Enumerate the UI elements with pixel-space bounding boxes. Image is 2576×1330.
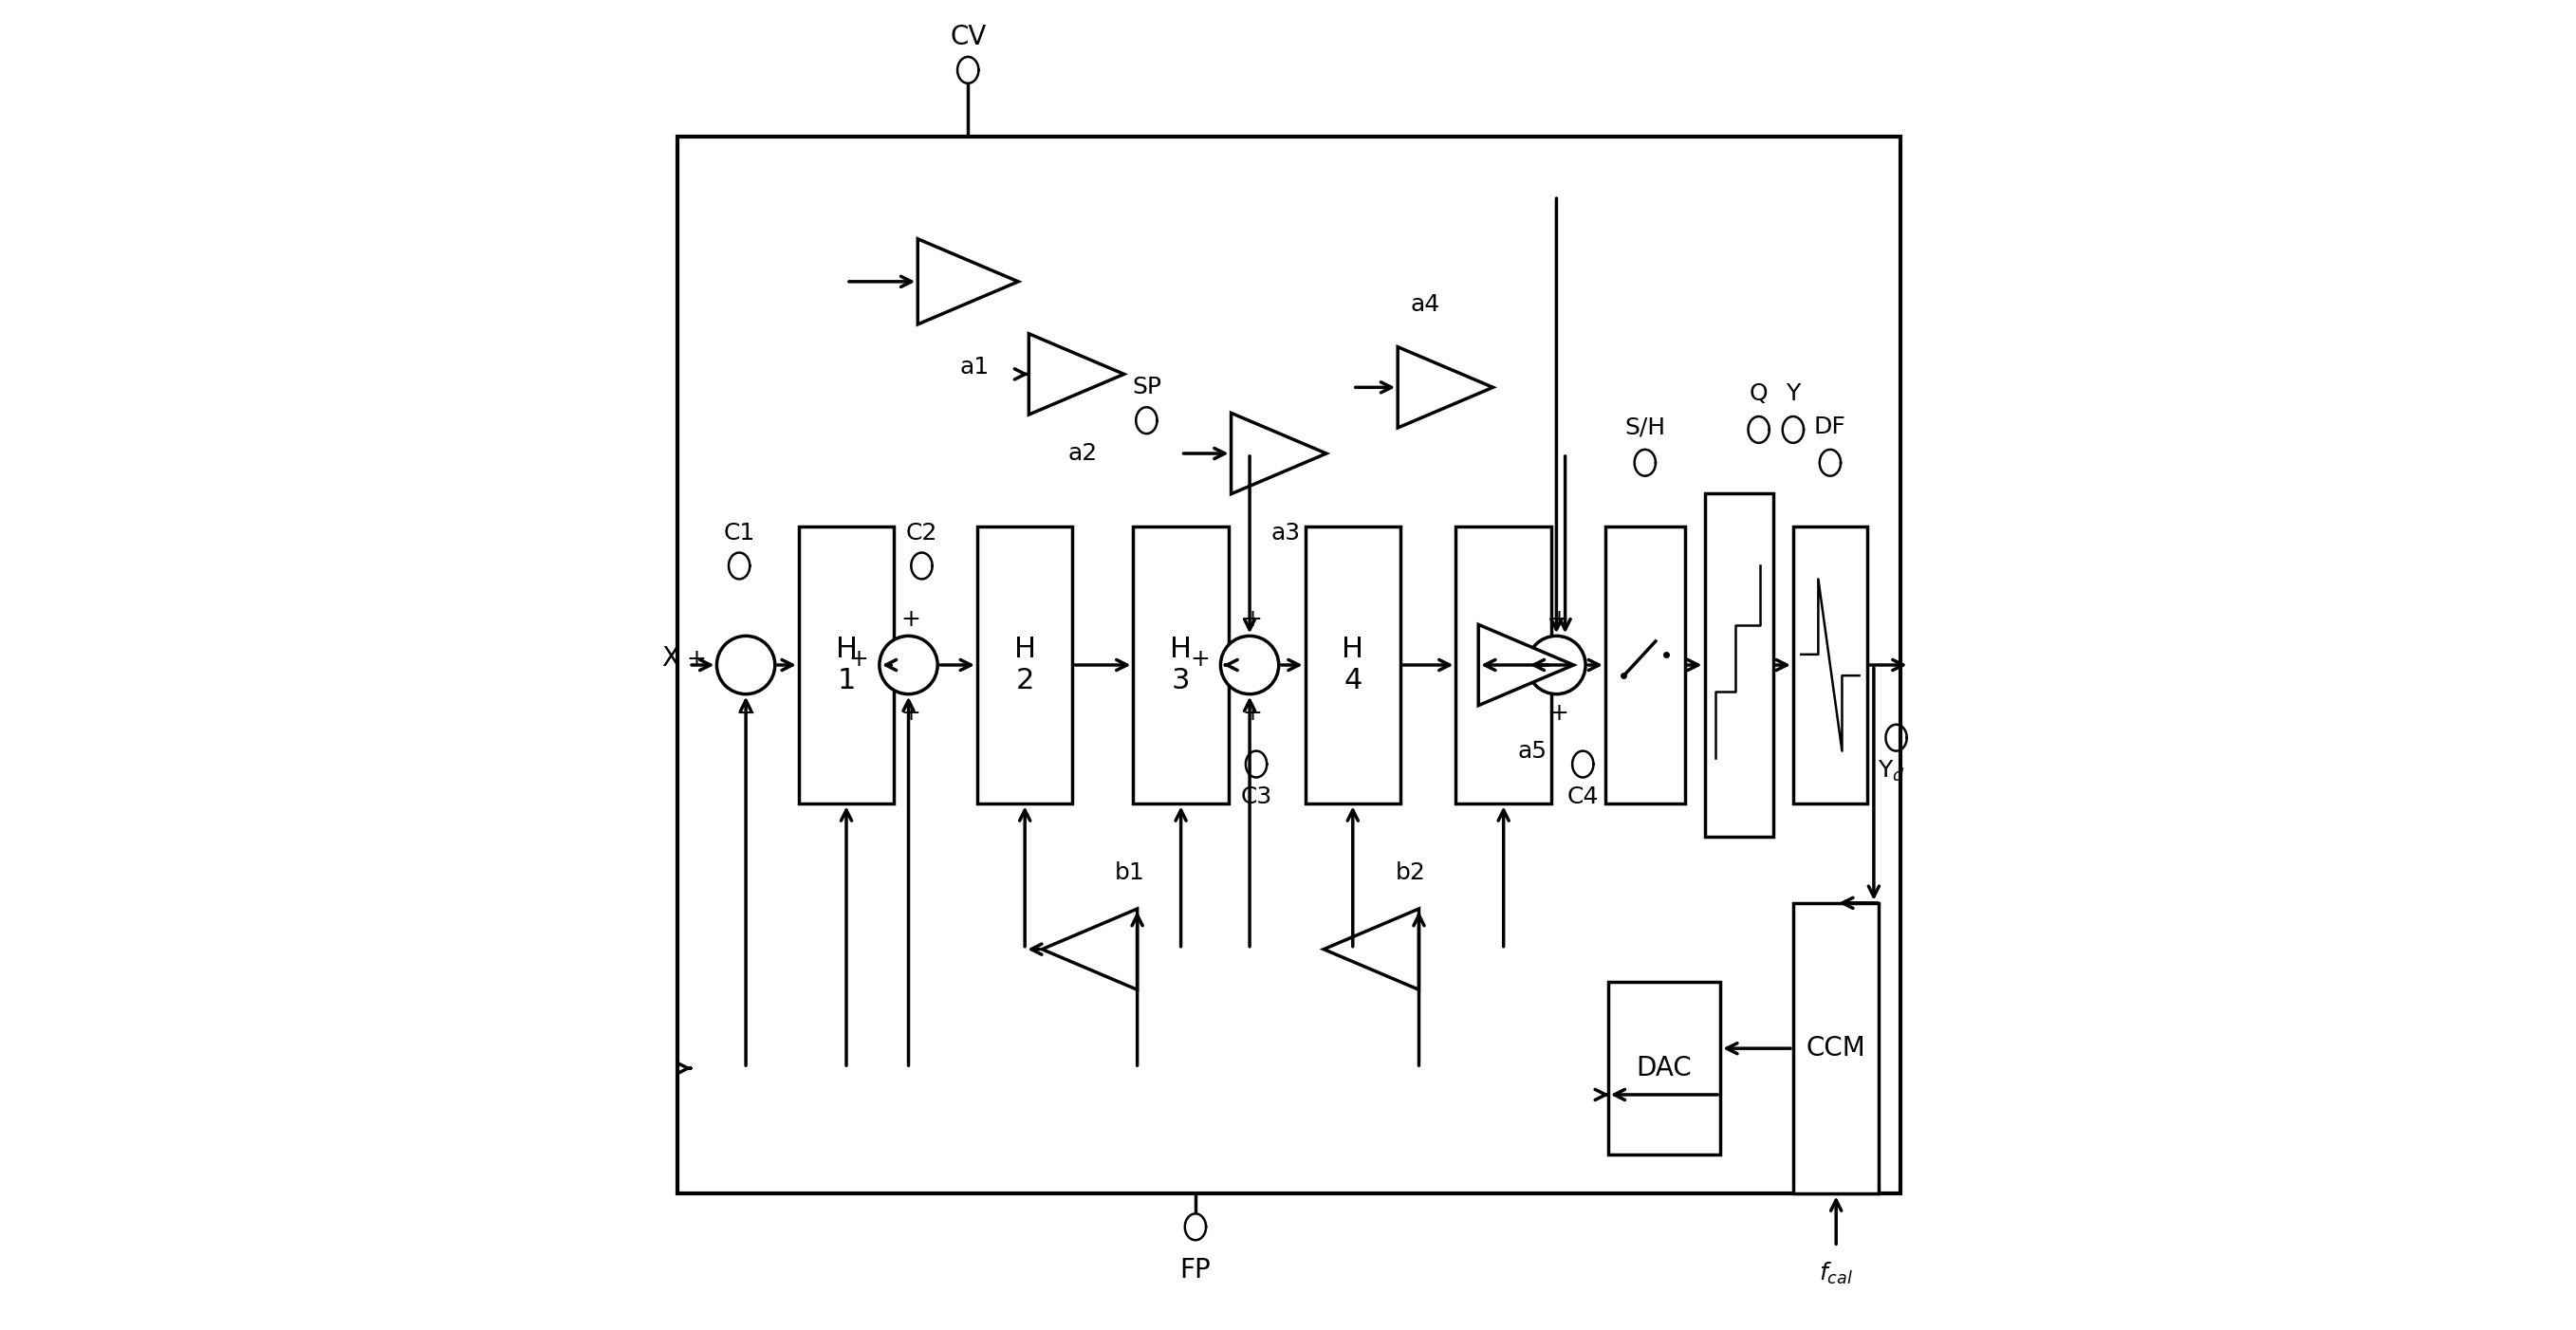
Text: +: + — [1548, 702, 1569, 725]
Text: C2: C2 — [907, 521, 938, 544]
Text: +: + — [1242, 608, 1262, 630]
Text: DAC: DAC — [1636, 1055, 1692, 1081]
Text: +: + — [902, 702, 922, 725]
Text: b2: b2 — [1396, 862, 1427, 884]
Circle shape — [878, 636, 938, 694]
Text: a3: a3 — [1270, 521, 1301, 544]
Text: a2: a2 — [1069, 442, 1097, 465]
Text: H
5: H 5 — [1492, 636, 1515, 694]
Text: Y: Y — [1785, 383, 1801, 406]
Bar — [1133, 527, 1229, 803]
Text: a5: a5 — [1517, 739, 1548, 762]
Bar — [976, 527, 1072, 803]
Polygon shape — [1043, 908, 1136, 990]
Text: −: − — [737, 702, 755, 725]
Text: FP: FP — [1180, 1257, 1211, 1283]
Polygon shape — [1479, 625, 1574, 705]
Polygon shape — [1324, 908, 1419, 990]
Bar — [677, 136, 1901, 1194]
Text: +: + — [1497, 648, 1517, 672]
Bar — [1793, 527, 1868, 803]
Text: C4: C4 — [1566, 786, 1600, 809]
Text: +: + — [685, 648, 706, 672]
Text: S/H: S/H — [1625, 416, 1667, 439]
Text: H
2: H 2 — [1015, 636, 1036, 694]
Text: Y$_d$: Y$_d$ — [1878, 758, 1906, 783]
Text: a1: a1 — [961, 356, 989, 379]
Text: $f_{cal}$: $f_{cal}$ — [1819, 1261, 1852, 1286]
Text: b1: b1 — [1115, 862, 1144, 884]
Circle shape — [716, 636, 775, 694]
Bar — [1705, 493, 1772, 837]
Polygon shape — [1399, 347, 1494, 428]
Bar — [1605, 527, 1685, 803]
Text: CCM: CCM — [1806, 1035, 1865, 1061]
Circle shape — [1528, 636, 1584, 694]
Text: CV: CV — [951, 24, 987, 51]
Text: DF: DF — [1814, 416, 1847, 439]
Text: SP: SP — [1131, 376, 1162, 399]
Text: H
1: H 1 — [835, 636, 858, 694]
Circle shape — [1221, 636, 1278, 694]
Text: C1: C1 — [724, 521, 755, 544]
Bar — [799, 527, 894, 803]
Text: +: + — [1548, 608, 1569, 630]
Text: H
4: H 4 — [1342, 636, 1363, 694]
Text: Q: Q — [1749, 383, 1767, 406]
Text: +: + — [902, 608, 922, 630]
Text: C3: C3 — [1242, 786, 1273, 809]
Polygon shape — [1231, 414, 1327, 493]
Text: +: + — [1242, 702, 1262, 725]
Polygon shape — [1028, 334, 1123, 415]
Text: H
3: H 3 — [1170, 636, 1193, 694]
Bar — [1306, 527, 1401, 803]
Text: +: + — [850, 648, 868, 672]
Text: a4: a4 — [1412, 293, 1440, 315]
Bar — [1793, 903, 1878, 1194]
Text: +: + — [1190, 648, 1211, 672]
Polygon shape — [917, 239, 1018, 325]
Bar — [1607, 983, 1721, 1154]
Bar — [1455, 527, 1551, 803]
Text: X: X — [662, 645, 680, 672]
